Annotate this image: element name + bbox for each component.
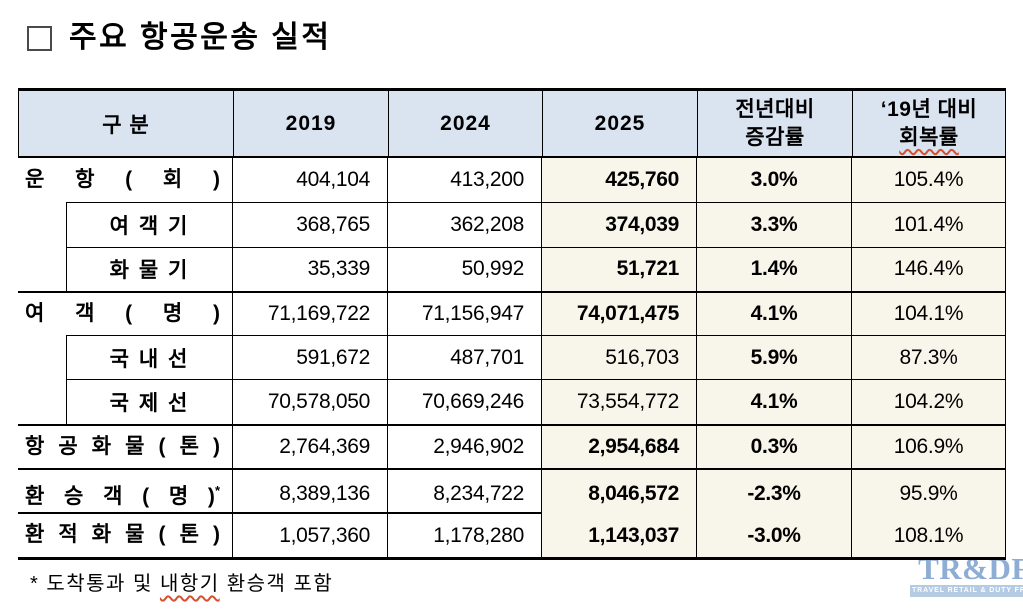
cell-2024: 2,946,902	[387, 425, 541, 469]
row-label: 여 객 기	[66, 202, 232, 247]
footnote-marker: *	[214, 483, 220, 499]
row-label: 국 내 선	[66, 335, 232, 380]
table-row-international: 국 제 선 70,578,050 70,669,246 73,554,772 4…	[18, 379, 1006, 424]
cell-recovery: 104.1%	[851, 292, 1005, 336]
col-header-2024: 2024	[388, 91, 542, 156]
cell-2024: 413,200	[387, 158, 541, 203]
row-label: 환 적 화 물 ( 톤 )	[25, 523, 220, 547]
col-header-2025: 2025	[542, 91, 697, 156]
table-row-flights: 운 항 ( 회 ) 404,104 413,200 425,760 3.0% 1…	[18, 158, 1006, 203]
cell-recovery: 106.9%	[851, 425, 1005, 469]
cell-2025: 8,046,572	[541, 470, 696, 519]
cell-2025: 74,071,475	[541, 292, 696, 336]
cell-yoy: -3.0%	[696, 514, 851, 557]
cell-2024: 8,234,722	[387, 470, 541, 519]
table-row-passenger-aircraft: 여 객 기 368,765 362,208 374,039 3.3% 101.4…	[18, 202, 1006, 247]
cell-2024: 70,669,246	[387, 379, 541, 424]
title-square-bullet-icon	[27, 25, 52, 51]
footnote-text-post: 환승객 포함	[219, 573, 334, 595]
col-header-recovery-line2: 회복률	[899, 125, 959, 149]
col-header-category: 구 분	[102, 113, 150, 137]
row-label: 환 승 객 ( 명 )	[25, 485, 215, 509]
cell-2025: 2,954,684	[541, 425, 696, 469]
cell-recovery: 87.3%	[851, 335, 1005, 380]
cell-2019: 8,389,136	[232, 470, 387, 519]
cell-yoy: 3.0%	[696, 158, 851, 203]
cell-yoy: 3.3%	[696, 202, 851, 247]
cell-yoy: -2.3%	[696, 470, 851, 519]
cell-2024: 362,208	[387, 202, 541, 247]
cell-recovery: 108.1%	[851, 514, 1005, 557]
cell-yoy: 5.9%	[696, 335, 851, 380]
cell-2025: 73,554,772	[541, 379, 696, 424]
cell-2019: 1,057,360	[232, 514, 387, 557]
table-row-transshipment-cargo: 환 적 화 물 ( 톤 ) 1,057,360 1,178,280 1,143,…	[18, 512, 1006, 557]
cell-yoy: 0.3%	[696, 425, 851, 469]
col-header-2019: 2019	[233, 91, 388, 156]
cell-2019: 404,104	[232, 158, 387, 203]
page-title: 주요 항공운송 실적	[69, 21, 332, 54]
cell-2024: 1,178,280	[387, 514, 541, 557]
table-row-domestic: 국 내 선 591,672 487,701 516,703 5.9% 87.3%	[18, 335, 1006, 380]
cell-yoy: 4.1%	[696, 292, 851, 336]
cell-2019: 70,578,050	[232, 379, 387, 424]
col-header-yoy-line1: 전년대비	[735, 97, 815, 121]
footnote-text-pre: * 도착통과 및	[30, 573, 160, 595]
row-label: 항 공 화 물 ( 톤 )	[25, 434, 220, 458]
cell-yoy: 1.4%	[696, 246, 851, 291]
table-row-cargo-aircraft: 화 물 기 35,339 50,992 51,721 1.4% 146.4%	[18, 246, 1006, 291]
cell-2019: 35,339	[232, 246, 387, 291]
cell-2019: 368,765	[232, 202, 387, 247]
cell-2019: 2,764,369	[232, 425, 387, 469]
col-header-yoy-change: 전년대비 증감률	[697, 91, 852, 156]
cell-2025: 374,039	[541, 202, 696, 247]
cell-2025: 516,703	[541, 335, 696, 380]
cell-recovery: 95.9%	[851, 470, 1005, 519]
table-header-row: 구 분 2019 2024 2025 전년대비 증감률 ‘19년 대비 회복률	[18, 91, 1006, 158]
footnote-text-marked: 내항기	[159, 573, 220, 595]
table-row-passengers: 여 객 ( 명 ) 71,169,722 71,156,947 74,071,4…	[18, 290, 1006, 336]
cell-recovery: 104.2%	[851, 379, 1005, 424]
title-row: 주요 항공운송 실적	[27, 21, 331, 55]
cell-yoy: 4.1%	[696, 379, 851, 424]
col-header-recovery-rate: ‘19년 대비 회복률	[852, 91, 1005, 156]
footnote: * 도착통과 및 내항기 환승객 포함	[30, 567, 333, 596]
cell-2019: 71,169,722	[232, 292, 387, 336]
row-label: 여 객 ( 명 )	[25, 301, 220, 325]
col-header-yoy-line2: 증감률	[745, 125, 805, 149]
table-row-transfer-passengers: 환 승 객 ( 명 )* 8,389,136 8,234,722 8,046,5…	[18, 468, 1006, 519]
cell-recovery: 146.4%	[851, 246, 1005, 291]
cell-2019: 591,672	[232, 335, 387, 380]
cell-recovery: 105.4%	[851, 158, 1005, 203]
col-header-recovery-line1: ‘19년 대비	[880, 97, 978, 121]
air-transport-stats-table: 구 분 2019 2024 2025 전년대비 증감률 ‘19년 대비 회복률 …	[18, 88, 1006, 560]
cell-2024: 50,992	[387, 246, 541, 291]
cell-2025: 51,721	[541, 246, 696, 291]
cell-2024: 487,701	[387, 335, 541, 380]
cell-2025: 425,760	[541, 158, 696, 203]
cell-recovery: 101.4%	[851, 202, 1005, 247]
cell-2024: 71,156,947	[387, 292, 541, 336]
row-label: 화 물 기	[66, 246, 232, 291]
row-label: 운 항 ( 회 )	[25, 168, 220, 191]
row-label: 국 제 선	[66, 379, 232, 424]
trdf-logo-tagline: TRAVEL RETAIL & DUTY FREE	[910, 585, 1023, 597]
table-row-air-cargo: 항 공 화 물 ( 톤 ) 2,764,369 2,946,902 2,954,…	[18, 423, 1006, 469]
cell-2025: 1,143,037	[541, 514, 696, 557]
